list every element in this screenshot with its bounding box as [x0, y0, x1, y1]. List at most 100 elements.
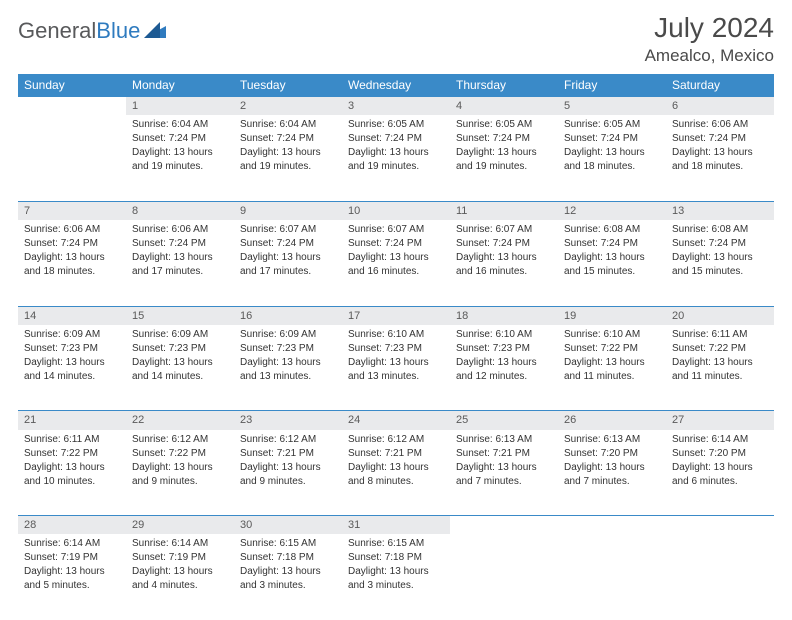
daylight2-text: and 5 minutes. [24, 579, 120, 592]
daylight1-text: Daylight: 13 hours [672, 356, 768, 369]
day-cell: Sunrise: 6:04 AMSunset: 7:24 PMDaylight:… [234, 115, 342, 201]
sunrise-text: Sunrise: 6:04 AM [132, 118, 228, 131]
day-number: 13 [666, 201, 774, 220]
sunrise-text: Sunrise: 6:15 AM [240, 537, 336, 550]
daylight2-text: and 16 minutes. [348, 265, 444, 278]
day-cell: Sunrise: 6:05 AMSunset: 7:24 PMDaylight:… [558, 115, 666, 201]
sunrise-text: Sunrise: 6:07 AM [348, 223, 444, 236]
detail-row: Sunrise: 6:06 AM Sunset: 7:24 PM Daylight:… [18, 220, 774, 306]
daylight1-text: Daylight: 13 hours [672, 461, 768, 474]
day-cell: Sunrise: 6:13 AMSunset: 7:20 PMDaylight:… [558, 430, 666, 516]
daylight1-text: Daylight: 13 hours [132, 356, 228, 369]
daylight2-text: and 17 minutes. [240, 265, 336, 278]
day-number: 19 [558, 306, 666, 325]
daylight1-text: Daylight: 13 hours [564, 356, 660, 369]
daylight2-text: and 3 minutes. [240, 579, 336, 592]
brand-logo: GeneralBlue [18, 12, 166, 44]
daylight2-text: and 13 minutes. [348, 370, 444, 383]
sunrise-text: Sunrise: 6:06 AM [132, 223, 228, 236]
daylight1-text: Daylight: 13 hours [348, 251, 444, 264]
day-number: 8 [126, 201, 234, 220]
day-number: 24 [342, 411, 450, 430]
daylight1-text: Daylight: 13 hours [24, 565, 120, 578]
daylight1-text: Daylight: 13 hours [348, 356, 444, 369]
triangle-icon [144, 18, 166, 44]
daylight1-text: Daylight: 13 hours [132, 461, 228, 474]
day-cell: Sunrise: 6:14 AMSunset: 7:19 PMDaylight:… [18, 534, 126, 620]
sunset-text: Sunset: 7:24 PM [240, 237, 336, 250]
daylight2-text: and 19 minutes. [132, 160, 228, 173]
sunset-text: Sunset: 7:24 PM [564, 237, 660, 250]
calendar-table: SundayMondayTuesdayWednesdayThursdayFrid… [18, 74, 774, 620]
day-number: 4 [450, 97, 558, 116]
sunrise-text: Sunrise: 6:06 AM [672, 118, 768, 131]
sunrise-text: Sunrise: 6:10 AM [456, 328, 552, 341]
sunrise-text: Sunrise: 6:15 AM [348, 537, 444, 550]
empty-daynum [558, 516, 666, 535]
day-number: 23 [234, 411, 342, 430]
daylight2-text: and 6 minutes. [672, 475, 768, 488]
daylight2-text: and 7 minutes. [456, 475, 552, 488]
day-cell: Sunrise: 6:09 AMSunset: 7:23 PMDaylight:… [234, 325, 342, 411]
sunset-text: Sunset: 7:19 PM [24, 551, 120, 564]
daynum-row: 28293031 [18, 516, 774, 535]
sunset-text: Sunset: 7:21 PM [348, 447, 444, 460]
day-cell: Sunrise: 6:11 AMSunset: 7:22 PMDaylight:… [666, 325, 774, 411]
daylight2-text: and 19 minutes. [240, 160, 336, 173]
sunset-text: Sunset: 7:19 PM [132, 551, 228, 564]
day-cell: Sunrise: 6:06 AMSunset: 7:24 PMDaylight:… [18, 220, 126, 306]
sunrise-text: Sunrise: 6:12 AM [348, 433, 444, 446]
sunset-text: Sunset: 7:20 PM [564, 447, 660, 460]
daylight1-text: Daylight: 13 hours [456, 461, 552, 474]
day-cell: Sunrise: 6:14 AMSunset: 7:19 PMDaylight:… [126, 534, 234, 620]
daylight2-text: and 14 minutes. [132, 370, 228, 383]
day-number: 22 [126, 411, 234, 430]
day-cell: Sunrise: 6:12 AMSunset: 7:22 PMDaylight:… [126, 430, 234, 516]
sunset-text: Sunset: 7:24 PM [456, 237, 552, 250]
daylight2-text: and 18 minutes. [564, 160, 660, 173]
day-cell: Sunrise: 6:12 AMSunset: 7:21 PMDaylight:… [234, 430, 342, 516]
sunrise-text: Sunrise: 6:11 AM [24, 433, 120, 446]
title-block: July 2024 Amealco, Mexico [645, 12, 774, 66]
day-cell: Sunrise: 6:13 AMSunset: 7:21 PMDaylight:… [450, 430, 558, 516]
daylight1-text: Daylight: 13 hours [348, 146, 444, 159]
day-number: 3 [342, 97, 450, 116]
sunset-text: Sunset: 7:23 PM [132, 342, 228, 355]
day-number: 20 [666, 306, 774, 325]
daylight1-text: Daylight: 13 hours [564, 146, 660, 159]
day-number: 7 [18, 201, 126, 220]
sunset-text: Sunset: 7:23 PM [24, 342, 120, 355]
sunset-text: Sunset: 7:22 PM [672, 342, 768, 355]
day-number: 31 [342, 516, 450, 535]
sunrise-text: Sunrise: 6:14 AM [24, 537, 120, 550]
day-cell: Sunrise: 6:05 AMSunset: 7:24 PMDaylight:… [450, 115, 558, 201]
daylight2-text: and 17 minutes. [132, 265, 228, 278]
day-number: 11 [450, 201, 558, 220]
sunrise-text: Sunrise: 6:12 AM [132, 433, 228, 446]
sunrise-text: Sunrise: 6:07 AM [240, 223, 336, 236]
daylight1-text: Daylight: 13 hours [240, 461, 336, 474]
sunrise-text: Sunrise: 6:05 AM [564, 118, 660, 131]
sunset-text: Sunset: 7:24 PM [456, 132, 552, 145]
day-header: Wednesday [342, 74, 450, 97]
day-cell: Sunrise: 6:08 AMSunset: 7:24 PMDaylight:… [666, 220, 774, 306]
sunset-text: Sunset: 7:24 PM [672, 237, 768, 250]
daylight1-text: Daylight: 13 hours [348, 461, 444, 474]
day-cell: Sunrise: 6:09 AMSunset: 7:23 PMDaylight:… [18, 325, 126, 411]
day-number: 29 [126, 516, 234, 535]
sunrise-text: Sunrise: 6:05 AM [456, 118, 552, 131]
detail-row: Sunrise: 6:04 AM Sunset: 7:24 PM Daylight:… [18, 115, 774, 201]
daylight1-text: Daylight: 13 hours [24, 461, 120, 474]
daylight2-text: and 9 minutes. [132, 475, 228, 488]
daynum-row: 78910111213 [18, 201, 774, 220]
daylight2-text: and 10 minutes. [24, 475, 120, 488]
day-cell: Sunrise: 6:07 AMSunset: 7:24 PMDaylight:… [234, 220, 342, 306]
sunset-text: Sunset: 7:21 PM [456, 447, 552, 460]
sunrise-text: Sunrise: 6:09 AM [132, 328, 228, 341]
detail-row: Sunrise: 6:09 AMSunset: 7:23 PMDaylight:… [18, 325, 774, 411]
day-cell: Sunrise: 6:10 AMSunset: 7:22 PMDaylight:… [558, 325, 666, 411]
sunrise-text: Sunrise: 6:10 AM [564, 328, 660, 341]
daylight1-text: Daylight: 13 hours [132, 565, 228, 578]
day-cell: Sunrise: 6:08 AMSunset: 7:24 PMDaylight:… [558, 220, 666, 306]
brand-part2: Blue [96, 18, 140, 44]
